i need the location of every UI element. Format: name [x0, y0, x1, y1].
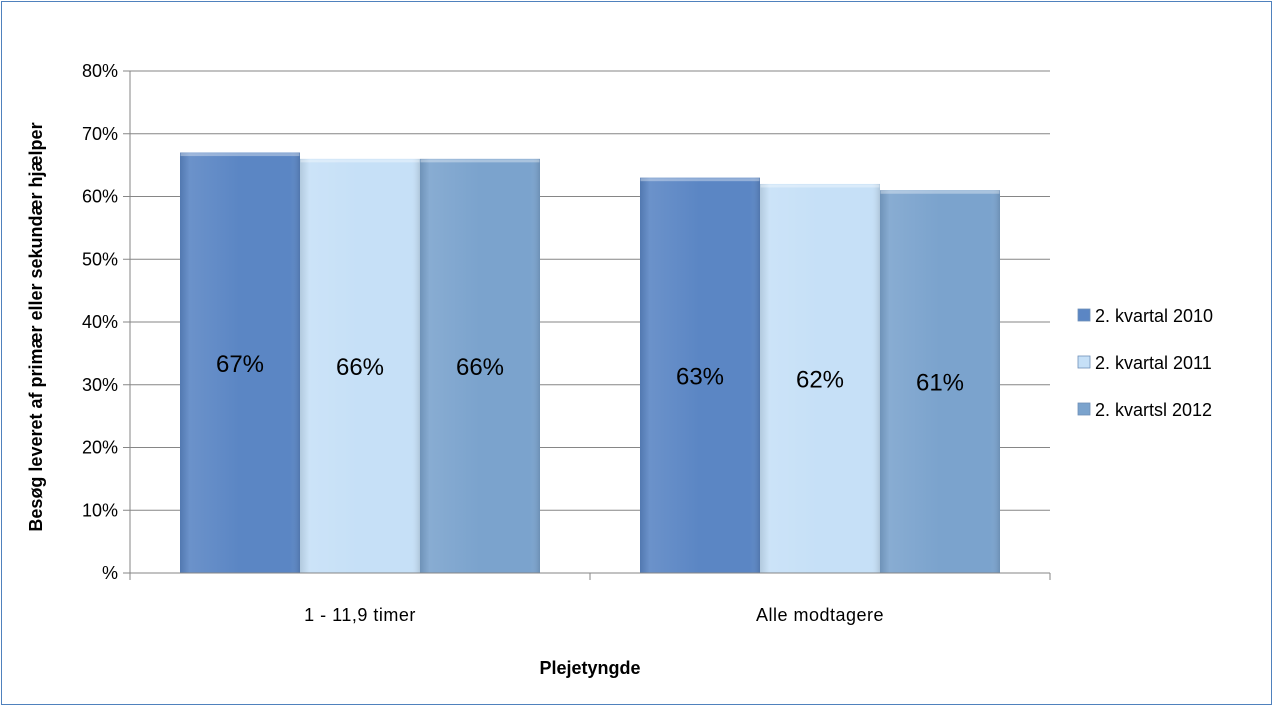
bars: [180, 152, 1000, 574]
x-tick-label: Alle modtagere: [756, 605, 884, 625]
legend-label: 2. kvartal 2011: [1095, 353, 1212, 373]
bar-highlight: [420, 159, 540, 163]
data-label: 62%: [796, 366, 844, 393]
data-label: 66%: [456, 354, 504, 381]
legend-label: 2. kvartsl 2012: [1095, 400, 1212, 420]
axes: % 10% 20% 30% 40% 50% 60% 70% 80% 1 - 11,9 timer A…: [82, 61, 1051, 625]
bar-shading: [880, 190, 1000, 573]
data-label: 61%: [916, 370, 964, 397]
bar-shading: [640, 177, 760, 574]
bar-highlight: [300, 159, 420, 163]
y-tick-label: 60%: [82, 187, 118, 207]
legend-label: 2. kvartal 2010: [1095, 306, 1213, 326]
data-label: 67%: [216, 351, 264, 378]
bar-highlight: [760, 184, 880, 188]
bar-shading: [180, 152, 300, 573]
y-tick-label: 70%: [82, 124, 118, 144]
legend-swatch: [1077, 308, 1091, 322]
bar-shading: [420, 158, 540, 573]
y-tick-label: 40%: [82, 312, 118, 332]
y-tick-label: 80%: [82, 61, 118, 81]
bar-highlight: [640, 178, 760, 182]
bar-highlight: [180, 153, 300, 157]
legend-swatch: [1077, 402, 1091, 416]
y-tick-label: 50%: [82, 249, 118, 269]
data-labels: 67% 66% 66% 63% 62% 61%: [216, 351, 964, 397]
bar-highlight: [880, 190, 1000, 194]
bar-shading: [300, 158, 420, 573]
bar-shading: [760, 183, 880, 573]
y-tick-label: 30%: [82, 375, 118, 395]
y-axis-title: Besøg leveret af primær eller sekundær h…: [26, 122, 46, 531]
legend: 2. kvartal 2010 2. kvartal 2011 2. kvartsl…: [1077, 306, 1213, 420]
y-tick-label: %: [102, 563, 118, 583]
y-tick-label: 20%: [82, 438, 118, 458]
x-axis-title: Plejetyngde: [539, 658, 640, 678]
legend-swatch: [1077, 355, 1091, 369]
x-tick-label: 1 - 11,9 timer: [304, 605, 416, 625]
y-tick-label: 10%: [82, 500, 118, 520]
data-label: 63%: [676, 363, 724, 390]
data-label: 66%: [336, 354, 384, 381]
